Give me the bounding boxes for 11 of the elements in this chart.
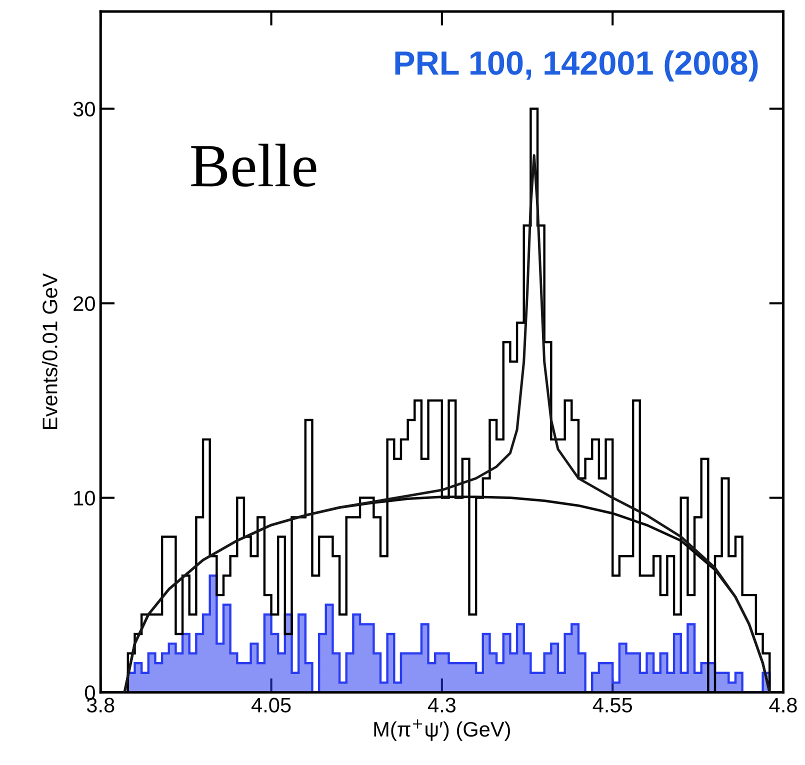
annotation: Belle — [191, 144, 316, 187]
y-tick-label: 20 — [74, 296, 95, 312]
x-tick-label: 4.8 — [769, 698, 797, 712]
y-tick-label: 30 — [73, 102, 95, 116]
annotation: PRL 100, 142001 (2008) — [395, 50, 758, 82]
x-tick-label: 4.55 — [592, 698, 632, 712]
x-axis-title: M(π$^{+}$ψ′) (GeV) — [374, 719, 510, 741]
y-tick-label: 10 — [74, 490, 95, 506]
y-axis-title: Events/0.01 GeV — [42, 273, 58, 429]
x-tick-label: 4.3 — [428, 698, 456, 712]
x-tick-label: 4.05 — [251, 698, 291, 712]
